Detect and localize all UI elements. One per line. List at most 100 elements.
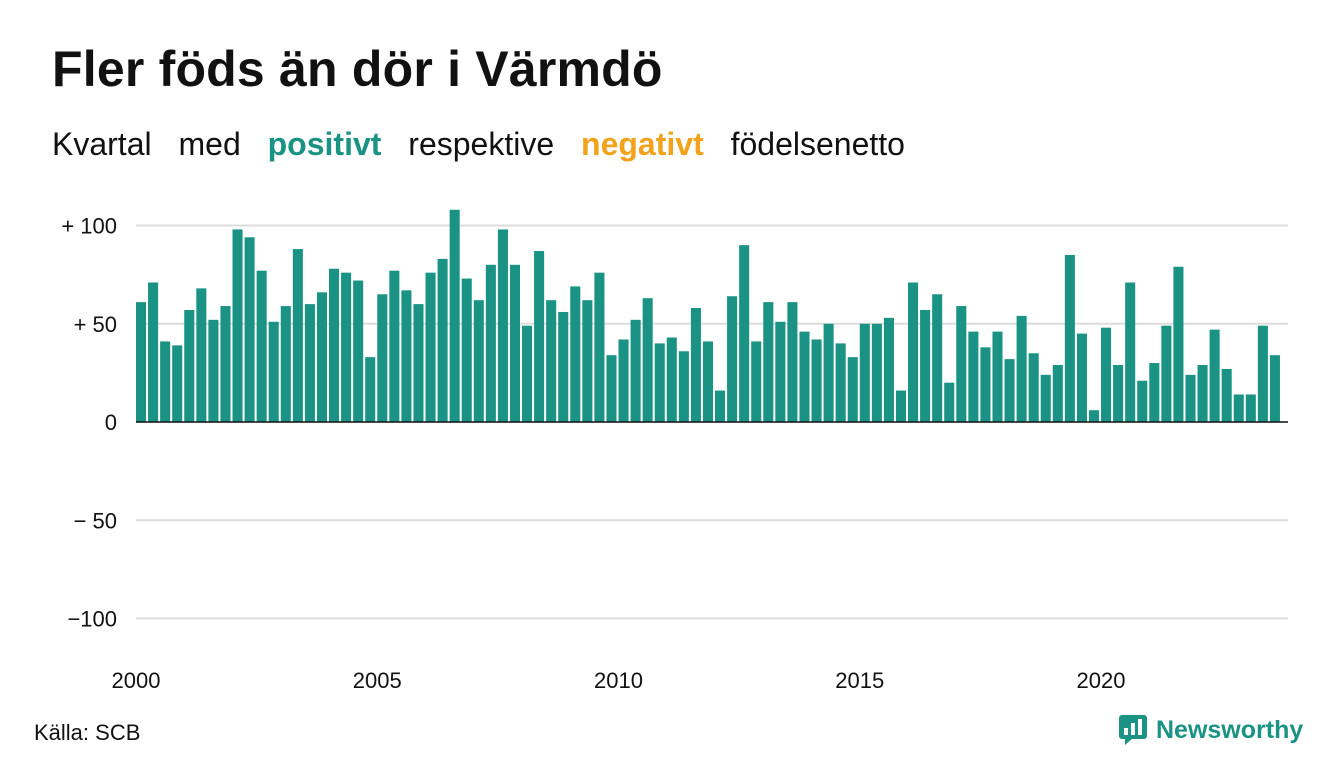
bar xyxy=(763,302,774,422)
bar xyxy=(304,304,315,422)
brand-name: Newsworthy xyxy=(1156,715,1304,744)
bar xyxy=(1245,394,1256,422)
bar xyxy=(1149,363,1160,422)
subtitle-word: respektive xyxy=(408,126,555,162)
bar xyxy=(992,331,1003,422)
bar xyxy=(932,294,943,422)
bar xyxy=(570,286,581,422)
bar xyxy=(1040,374,1051,422)
bar xyxy=(292,249,303,422)
bar xyxy=(944,382,955,422)
bar xyxy=(787,302,798,422)
bar xyxy=(582,300,593,422)
y-tick-label: + 100 xyxy=(61,214,117,239)
bar xyxy=(1233,394,1244,422)
bar xyxy=(280,306,291,422)
bar xyxy=(618,339,629,422)
bar xyxy=(920,310,931,423)
bar xyxy=(859,323,870,422)
bar xyxy=(1076,333,1087,422)
bar xyxy=(196,288,207,422)
subtitle-word: Kvartal xyxy=(52,126,152,162)
bar xyxy=(365,357,376,422)
y-tick-label: −100 xyxy=(67,607,117,632)
bar xyxy=(871,323,882,422)
bar xyxy=(329,268,340,422)
bar xyxy=(606,355,617,422)
bar xyxy=(1101,327,1112,422)
bar xyxy=(341,272,352,422)
bar xyxy=(401,290,412,423)
bar xyxy=(895,390,907,422)
chart-title: Fler föds än dör i Värmdö xyxy=(52,41,663,97)
bar xyxy=(497,229,508,422)
source-note: Källa: SCB xyxy=(34,720,141,745)
bar xyxy=(220,306,231,422)
bar xyxy=(1185,374,1196,422)
x-tick-label: 2020 xyxy=(1077,668,1126,693)
subtitle-word: födelsenetto xyxy=(730,126,905,162)
bar xyxy=(1161,325,1172,422)
bar xyxy=(522,325,533,422)
bar xyxy=(715,390,726,422)
bar xyxy=(268,321,279,422)
bar xyxy=(461,278,472,422)
bar xyxy=(389,270,400,422)
bar xyxy=(256,270,267,422)
bar-chart-speech-bubble-icon xyxy=(1119,715,1147,745)
bar xyxy=(136,302,147,422)
bar xyxy=(184,310,195,423)
bars xyxy=(136,209,1280,423)
bar xyxy=(1221,368,1232,422)
brand-logo: Newsworthy xyxy=(1118,714,1303,746)
bar xyxy=(823,323,834,422)
bar xyxy=(1197,365,1208,422)
bar xyxy=(1113,365,1124,422)
bar xyxy=(437,258,448,422)
bar xyxy=(1052,365,1063,422)
y-tick-label: − 50 xyxy=(74,508,117,533)
bar xyxy=(377,294,388,422)
bar xyxy=(534,251,545,422)
bar xyxy=(208,319,219,422)
subtitle-word: med xyxy=(178,126,241,162)
bar xyxy=(1028,353,1039,423)
bar xyxy=(316,292,327,422)
bar xyxy=(449,209,460,422)
bar xyxy=(473,300,484,422)
bar xyxy=(751,341,762,422)
bar xyxy=(546,300,557,422)
bar xyxy=(1257,325,1268,422)
bar xyxy=(654,343,665,422)
bar xyxy=(1125,282,1136,423)
bar xyxy=(594,272,605,422)
bar xyxy=(558,311,569,422)
bar xyxy=(847,357,858,422)
x-tick-label: 2000 xyxy=(112,668,161,693)
bar xyxy=(727,296,738,422)
bar xyxy=(678,351,689,422)
x-tick-label: 2005 xyxy=(353,668,402,693)
bar xyxy=(1088,410,1100,422)
bar xyxy=(148,282,159,423)
bar xyxy=(980,347,991,422)
bar xyxy=(1016,315,1027,422)
bar xyxy=(425,272,436,422)
bar xyxy=(835,343,846,422)
bar xyxy=(642,298,653,422)
bar xyxy=(739,245,750,422)
bar xyxy=(160,341,171,422)
y-tick-label: 0 xyxy=(105,410,117,435)
bar xyxy=(666,337,677,422)
axes: + 100 + 50 0 − 50 −100 2000 2005 2010 2015 2020 xyxy=(61,214,1288,693)
subtitle-positive-label: positivt xyxy=(267,126,382,162)
bar xyxy=(244,237,255,422)
bar xyxy=(775,321,786,422)
bar xyxy=(1004,359,1015,422)
bar xyxy=(1209,329,1220,422)
bar xyxy=(968,331,979,422)
bar xyxy=(690,308,701,422)
bar xyxy=(811,339,822,422)
bar xyxy=(956,306,967,422)
